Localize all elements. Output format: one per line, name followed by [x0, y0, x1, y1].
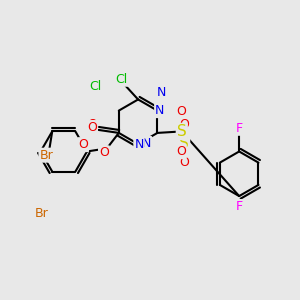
Text: O: O [176, 145, 186, 158]
Text: Cl: Cl [89, 80, 101, 93]
Text: Br: Br [34, 207, 48, 220]
Text: O: O [99, 146, 109, 159]
Text: S: S [179, 136, 189, 151]
Text: O: O [87, 121, 97, 134]
Text: N: N [157, 85, 166, 98]
Text: S: S [177, 124, 187, 139]
Text: O: O [176, 105, 186, 118]
Text: N: N [134, 138, 144, 152]
Text: Br: Br [39, 149, 53, 162]
Text: O: O [179, 156, 189, 169]
Text: N: N [155, 104, 164, 117]
Text: F: F [236, 122, 243, 135]
Text: O: O [78, 138, 88, 151]
Text: O: O [87, 118, 97, 131]
Text: F: F [236, 200, 243, 213]
Text: O: O [179, 118, 189, 131]
Text: N: N [142, 137, 151, 150]
Text: Cl: Cl [116, 73, 128, 86]
